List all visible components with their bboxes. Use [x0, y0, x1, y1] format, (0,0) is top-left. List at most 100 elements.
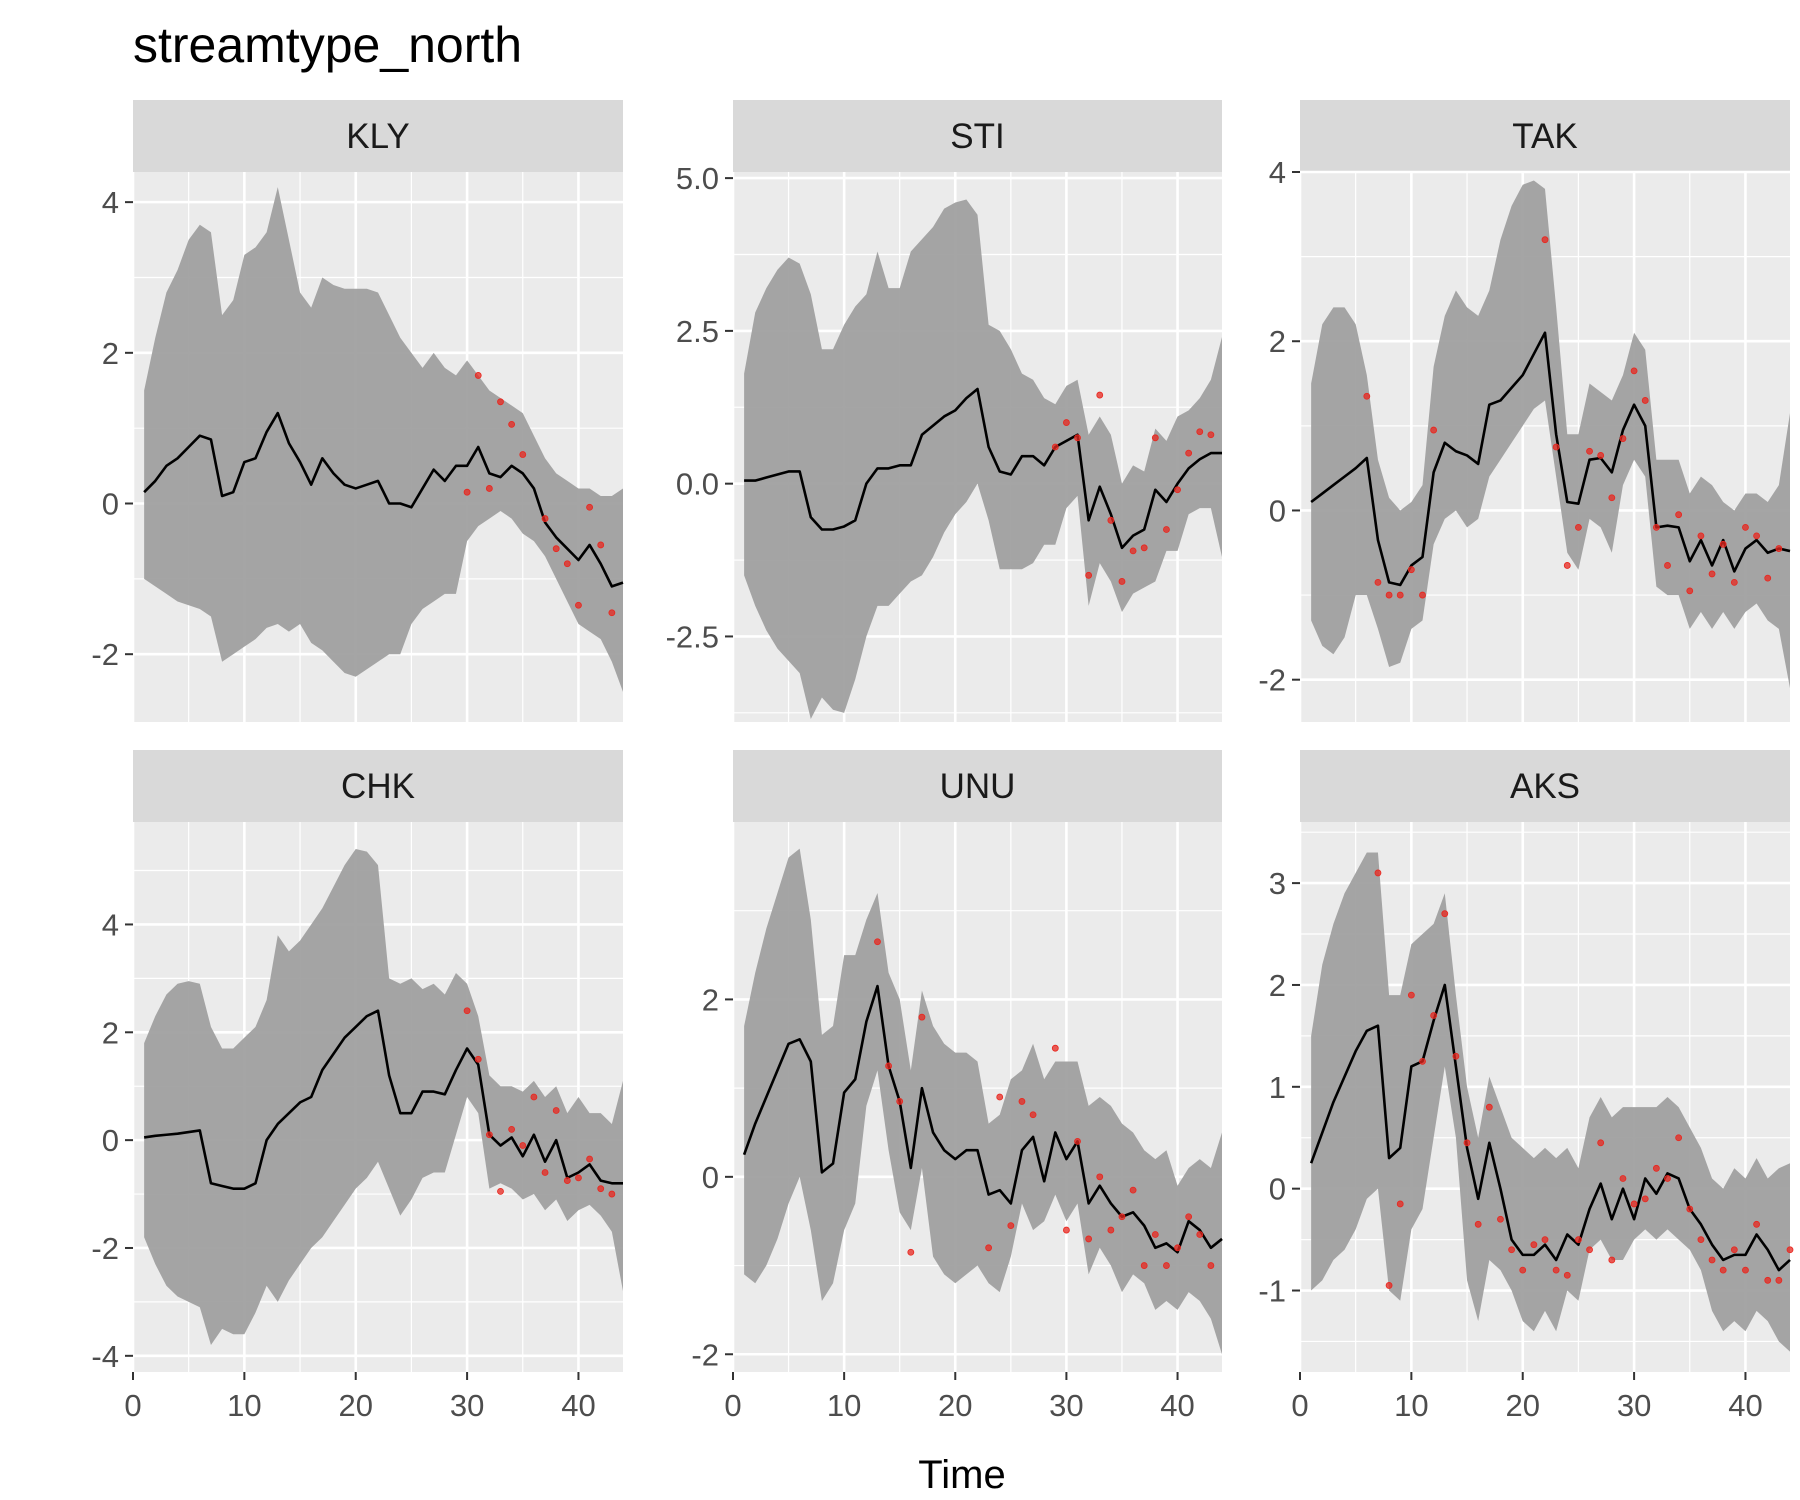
observation-point	[575, 601, 582, 609]
observation-point	[1419, 591, 1426, 599]
y-tick-label: 2	[102, 1015, 119, 1050]
observation-point	[1675, 511, 1683, 519]
observation-point	[563, 560, 571, 568]
observation-point	[1552, 443, 1560, 451]
panel-tak: TAK -2 0 2 4	[1258, 100, 1791, 722]
observation-point	[586, 503, 593, 511]
facet-strip	[1300, 750, 1790, 822]
y-tick-label: 1	[1269, 1070, 1286, 1105]
observation-point	[1563, 1271, 1571, 1279]
observation-point	[1430, 1012, 1438, 1019]
observation-point	[1430, 426, 1438, 434]
observation-point	[1508, 1246, 1515, 1254]
observation-point	[1185, 1213, 1193, 1221]
observation-point	[1441, 910, 1449, 918]
observation-point	[1730, 1246, 1738, 1254]
y-tick-label: 2	[1269, 968, 1286, 1003]
observation-point	[1140, 1262, 1148, 1269]
observation-point	[1608, 494, 1616, 502]
observation-point	[1118, 1213, 1126, 1221]
observation-point	[1519, 1266, 1527, 1274]
y-tick-label: -2	[91, 1231, 119, 1266]
observation-point	[1708, 570, 1716, 578]
y-tick-label: 5.0	[676, 161, 719, 196]
y-tick-label: 3	[1269, 866, 1286, 901]
observation-point	[541, 515, 549, 522]
x-tick-label: 40	[561, 1388, 595, 1423]
confidence-ribbon	[1311, 852, 1790, 1352]
x-tick-label: 20	[1505, 1388, 1539, 1423]
observation-point	[1151, 1231, 1159, 1238]
y-tick-label: 4	[1269, 155, 1286, 190]
observation-point	[497, 398, 504, 406]
observation-point	[1630, 1200, 1638, 1208]
observation-point	[1196, 428, 1204, 436]
x-tick-label: 0	[124, 1388, 141, 1423]
y-tick-label: 0.0	[676, 467, 719, 502]
observation-point	[1552, 1266, 1560, 1274]
observation-point	[597, 541, 605, 549]
confidence-ribbon	[744, 199, 1222, 719]
fitted-line	[742, 984, 1223, 1254]
observation-point	[1374, 578, 1382, 586]
facet-strip-label: STI	[950, 117, 1004, 156]
facet-strip	[1300, 100, 1790, 172]
observation-point	[497, 1187, 504, 1195]
observation-point	[1664, 562, 1671, 569]
x-tick-label: 30	[1049, 1388, 1083, 1423]
facet-strip-label: AKS	[1510, 767, 1580, 806]
panel-kly: KLY -2 0 2 4	[91, 100, 624, 722]
observation-point	[1419, 1057, 1426, 1065]
facet-strip-label: TAK	[1512, 117, 1577, 156]
observation-point	[1129, 1186, 1137, 1194]
fitted-line	[1310, 331, 1791, 587]
observation-point	[1485, 1103, 1493, 1111]
y-tick-label: 2.5	[676, 314, 719, 349]
confidence-ribbon	[744, 848, 1222, 1355]
observation-point	[1074, 1137, 1081, 1145]
observation-point	[463, 488, 471, 496]
observation-point	[1541, 236, 1549, 244]
observation-point	[1207, 431, 1215, 439]
observation-point	[1775, 545, 1783, 552]
fitted-line	[1309, 983, 1791, 1272]
observation-point	[1185, 449, 1193, 457]
y-tick-label: 0	[1269, 493, 1286, 528]
observation-point	[552, 545, 560, 553]
facet-strip-label: CHK	[341, 767, 415, 806]
observation-point	[1719, 1266, 1727, 1274]
observation-point	[1586, 1246, 1593, 1254]
observation-point	[1140, 544, 1148, 552]
observation-point	[1096, 1173, 1104, 1181]
observation-point	[1129, 547, 1137, 555]
observation-point	[1363, 392, 1371, 400]
observation-point	[1407, 991, 1415, 999]
observation-point	[985, 1244, 993, 1252]
observation-point	[907, 1248, 915, 1256]
y-tick-label: 2	[702, 982, 719, 1017]
y-tick-label: -4	[91, 1339, 119, 1374]
observation-point	[474, 1055, 482, 1063]
x-tick-label: 10	[1394, 1388, 1428, 1423]
observation-point	[1029, 1111, 1037, 1119]
observation-point	[1697, 1236, 1705, 1243]
facet-panels: KLY-2024STI-2.50.02.55.0TAK-2024CHK-4-20…	[91, 100, 1794, 1423]
x-tick-label: 40	[1728, 1388, 1762, 1423]
y-tick-label: -2	[91, 637, 119, 672]
observation-point	[1742, 523, 1749, 531]
observation-point	[1497, 1215, 1504, 1223]
observation-point	[1385, 1282, 1393, 1289]
observation-point	[918, 1013, 926, 1021]
observation-point	[1686, 1205, 1694, 1213]
observation-point	[1063, 1226, 1070, 1234]
observation-point	[1396, 591, 1404, 599]
observation-point	[1652, 1164, 1660, 1172]
observation-point	[608, 609, 616, 617]
observation-point	[874, 938, 881, 946]
y-tick-label: -2	[1258, 663, 1286, 698]
observation-point	[1085, 571, 1093, 579]
observation-point	[1385, 591, 1393, 599]
observation-point	[1597, 452, 1605, 459]
observation-point	[896, 1098, 904, 1105]
